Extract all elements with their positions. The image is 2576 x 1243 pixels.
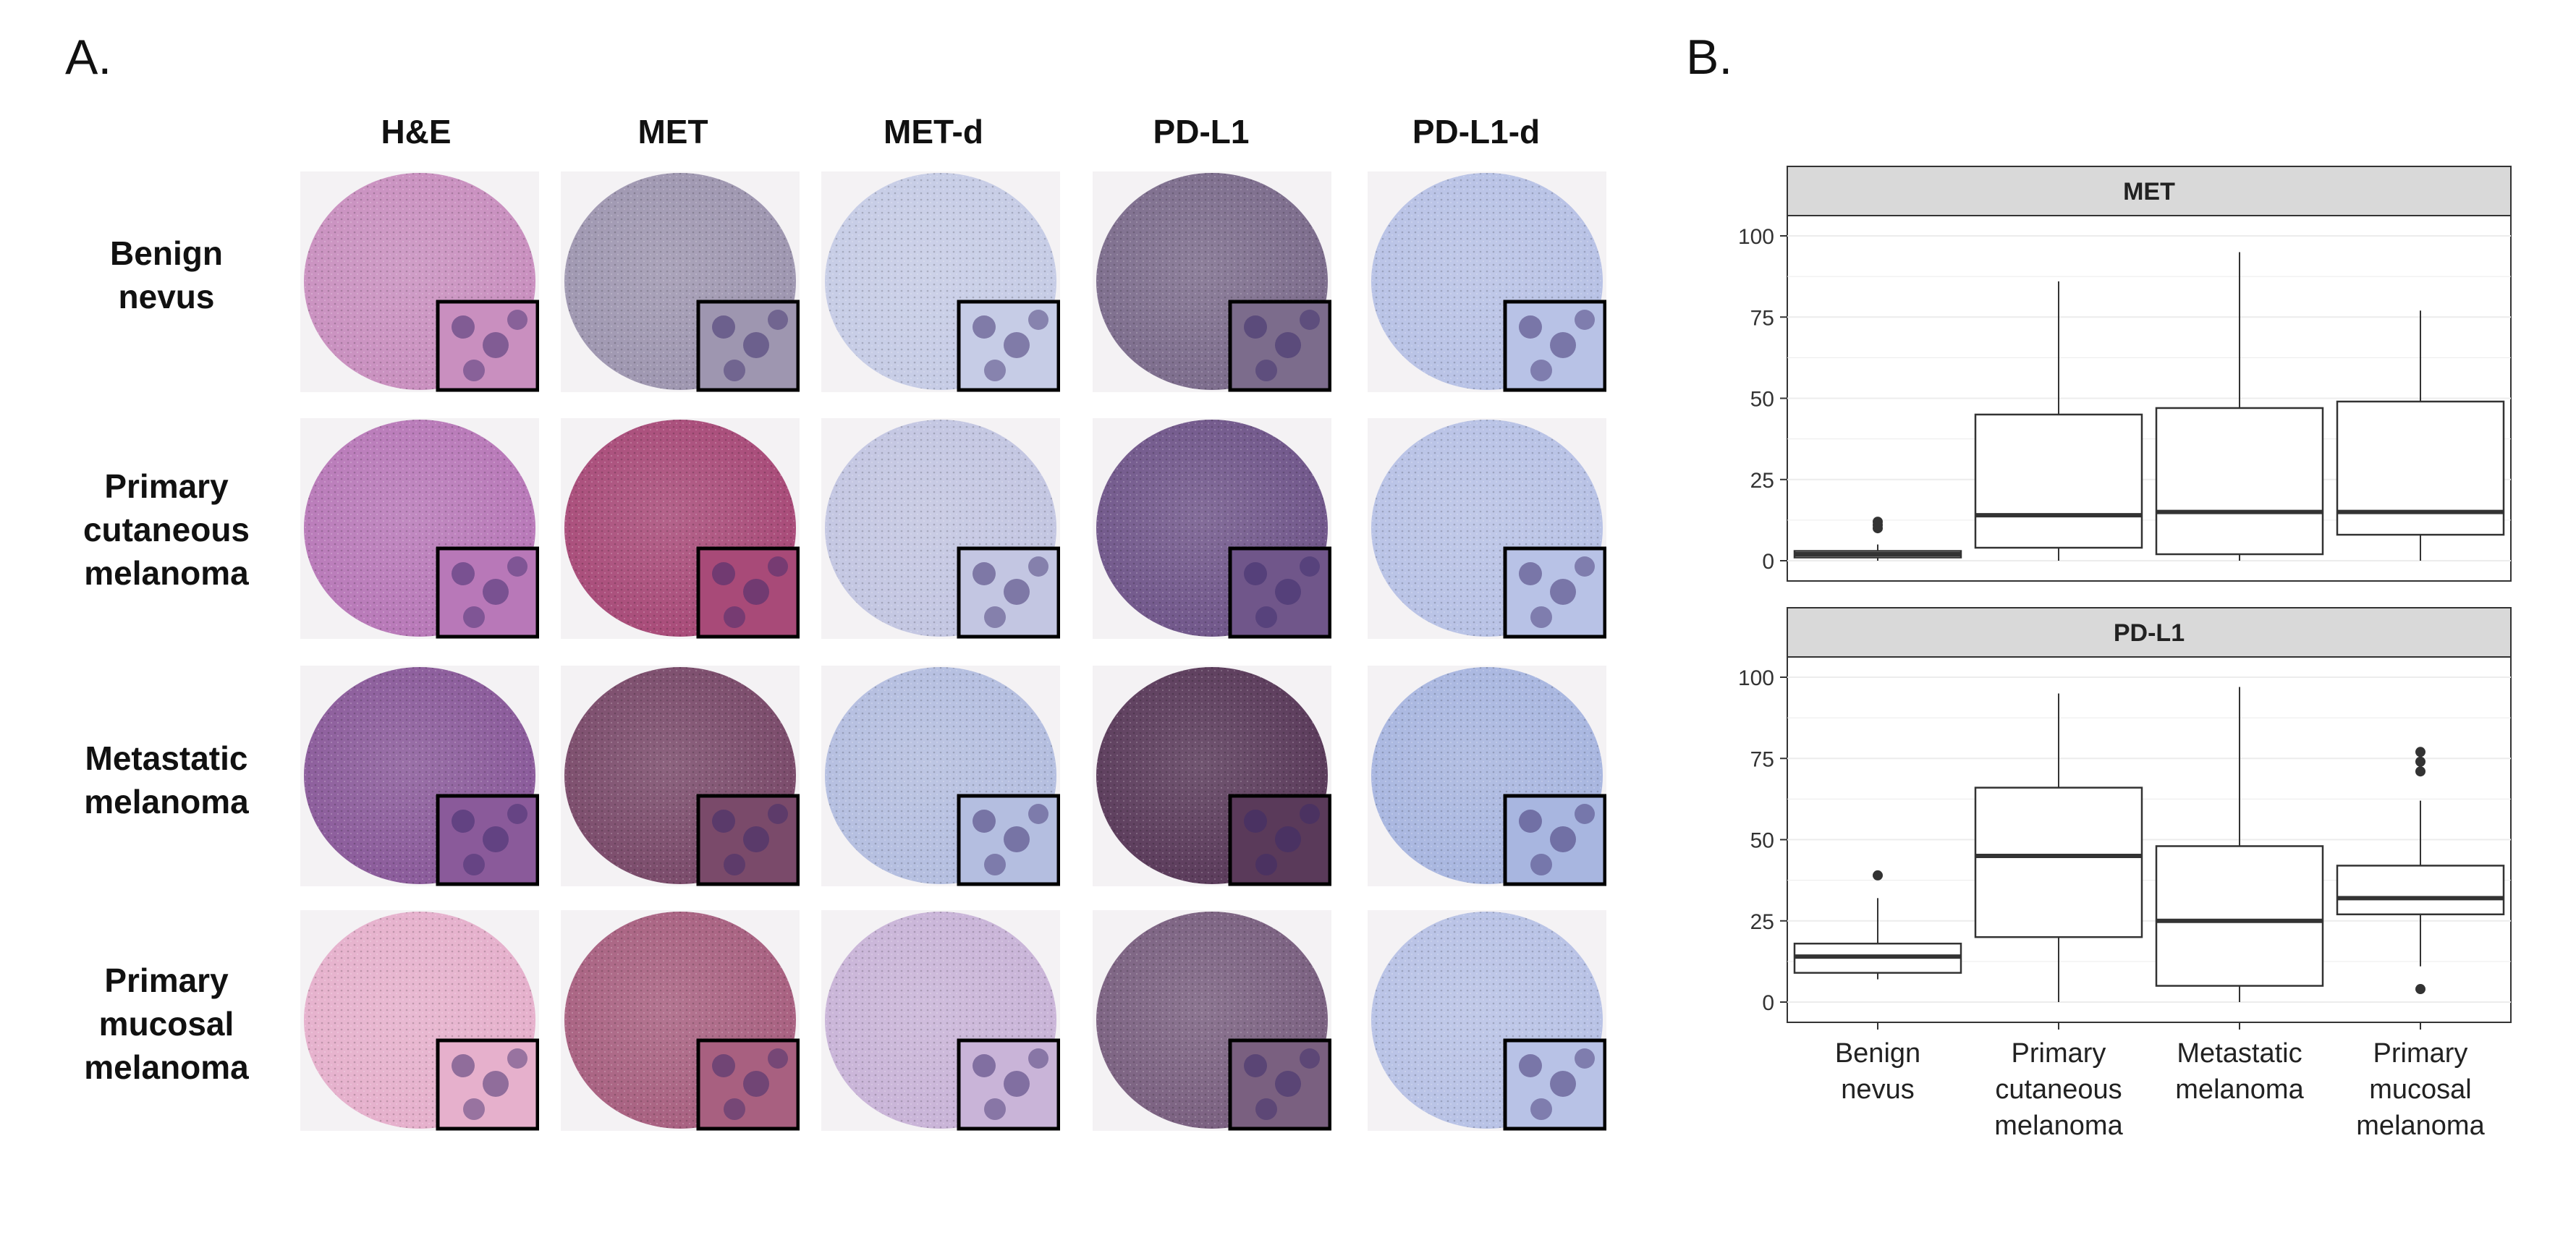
x-tick-label: cutaneous	[1995, 1074, 2122, 1105]
tissue-core-image	[1093, 418, 1331, 639]
x-tick-label: Metastatic	[2177, 1038, 2302, 1069]
y-tick-label: 100	[1738, 666, 1774, 690]
histology-grid: H&E MET MET-d PD-L1 PD-L1-d Benign nevus…	[58, 113, 1606, 1131]
tissue-core-image	[1368, 666, 1606, 886]
row-label-line: Primary	[104, 467, 229, 505]
outlier-point	[2415, 747, 2425, 758]
box	[2155, 407, 2324, 556]
row-label-line: Benign	[110, 234, 223, 272]
row-header-primary-mucosal: Primary mucosal melanoma	[58, 959, 275, 1089]
tissue-core-image	[821, 171, 1060, 392]
y-tick-label: 0	[1762, 991, 1774, 1015]
outlier-point	[1873, 517, 1883, 527]
x-tick-label: melanoma	[2175, 1074, 2304, 1105]
tissue-core-image	[821, 666, 1060, 886]
y-tick-label: 50	[1750, 388, 1774, 412]
y-tick-label: 100	[1738, 225, 1774, 249]
tissue-core-image	[300, 171, 539, 392]
tissue-core-image	[1368, 418, 1606, 639]
facet-strip	[1787, 166, 2512, 216]
row-label-line: mucosal	[98, 1005, 234, 1043]
column-header-pd-l1: PD-L1	[1153, 113, 1250, 150]
x-tick-label: Primary	[2012, 1038, 2106, 1069]
tissue-core-image	[821, 910, 1060, 1131]
x-tick-label: nevus	[1841, 1074, 1914, 1105]
box	[2155, 845, 2324, 987]
tissue-core-image	[300, 910, 539, 1131]
row-header-benign-nevus: Benign nevus	[58, 232, 275, 318]
outlier-point	[2415, 984, 2425, 995]
column-header-met: MET	[637, 113, 708, 150]
outlier-point	[2415, 766, 2425, 777]
y-tick-label: 0	[1762, 550, 1774, 574]
x-tick-label: Primary	[2373, 1038, 2468, 1069]
tissue-core-image	[561, 666, 800, 886]
row-label-line: nevus	[118, 278, 215, 315]
row-header-metastatic: Metastatic melanoma	[58, 737, 275, 823]
x-tick-label: melanoma	[2356, 1111, 2485, 1141]
facet-strip	[1787, 607, 2512, 658]
facet-title: PD-L1	[2114, 619, 2185, 647]
x-tick-label: melanoma	[1994, 1111, 2123, 1141]
x-tick-label: Benign	[1835, 1038, 1920, 1069]
tissue-core-image	[561, 171, 800, 392]
y-tick-label: 75	[1750, 306, 1774, 330]
box	[1974, 413, 2143, 549]
row-label-line: melanoma	[84, 783, 249, 820]
y-tick-label: 50	[1750, 829, 1774, 853]
x-tick-label: mucosal	[2369, 1074, 2472, 1105]
row-header-primary-cutaneous: Primary cutaneous melanoma	[58, 464, 275, 595]
column-header-pd-l1-d: PD-L1-d	[1412, 113, 1541, 150]
row-label-line: melanoma	[84, 554, 249, 592]
tissue-core-image	[1093, 910, 1331, 1131]
column-header-met-d: MET-d	[884, 113, 983, 150]
y-tick-label: 75	[1750, 747, 1774, 771]
panel-a-label: A.	[65, 30, 112, 85]
tissue-core-image	[561, 910, 800, 1131]
panel-b-label: B.	[1686, 30, 1733, 85]
y-tick-label: 25	[1750, 910, 1774, 934]
tissue-core-image	[821, 418, 1060, 639]
tissue-core-image	[300, 666, 539, 886]
tissue-core-image	[300, 418, 539, 639]
row-label-line: Primary	[104, 962, 229, 999]
outlier-point	[2415, 756, 2425, 767]
box	[1974, 786, 2143, 938]
row-label-line: cutaneous	[82, 511, 250, 548]
tissue-core-image	[561, 418, 800, 639]
box	[2336, 865, 2505, 916]
facet-title: MET	[2123, 178, 2175, 205]
tissue-core-image	[1368, 171, 1606, 392]
outlier-point	[1873, 870, 1883, 881]
row-label-line: melanoma	[84, 1048, 249, 1086]
y-tick-label: 25	[1750, 469, 1774, 493]
tissue-core-image	[1368, 910, 1606, 1131]
column-header-he: H&E	[381, 113, 452, 150]
row-label-line: Metastatic	[85, 739, 248, 777]
boxplot-chart: MET 0 25 50 75 100 PD-L1 0 25 50 75 100 Benign nevus P…	[1738, 166, 2512, 1141]
box	[2336, 400, 2505, 536]
tissue-core-image	[1093, 171, 1331, 392]
tissue-core-image	[1093, 666, 1331, 886]
